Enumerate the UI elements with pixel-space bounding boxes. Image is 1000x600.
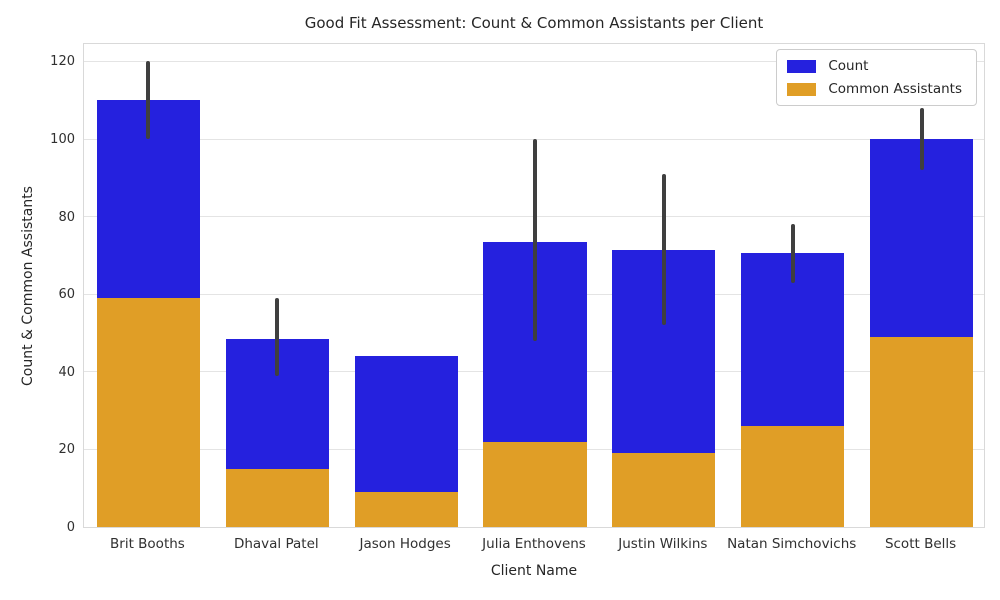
bar-common-assistants bbox=[225, 468, 329, 527]
x-axis-label: Client Name bbox=[490, 563, 578, 579]
legend-item-count: Count bbox=[787, 58, 962, 74]
y-tick-label: 100 bbox=[50, 132, 75, 147]
error-bar bbox=[661, 173, 666, 326]
y-tick-label: 80 bbox=[58, 209, 75, 225]
x-tick-label: Jason Hodges bbox=[359, 536, 451, 552]
common-assistants-legend-label: Common Assistants bbox=[828, 81, 962, 97]
error-bar bbox=[275, 298, 280, 376]
y-tick-label: 120 bbox=[50, 54, 75, 70]
common-assistants-legend-swatch bbox=[787, 82, 817, 96]
gridline bbox=[84, 60, 984, 62]
bar-common-assistants bbox=[483, 441, 587, 527]
gridline bbox=[84, 138, 984, 140]
bar-common-assistants bbox=[741, 426, 845, 527]
legend-item-common-assistants: Common Assistants bbox=[787, 81, 962, 97]
bar-common-assistants bbox=[96, 298, 200, 527]
x-tick-label: Natan Simchovichs bbox=[727, 536, 857, 552]
x-tick-label: Dhaval Patel bbox=[233, 536, 319, 552]
legend: Count Common Assistants bbox=[776, 49, 977, 106]
x-tick-label: Brit Booths bbox=[110, 536, 185, 552]
x-tick-label: Julia Enthovens bbox=[482, 536, 586, 552]
count-legend-label: Count bbox=[828, 58, 869, 74]
y-tick-label: 40 bbox=[58, 364, 75, 380]
x-tick-label: Scott Bells bbox=[884, 536, 957, 552]
count-legend-swatch bbox=[787, 59, 817, 73]
bar-common-assistants bbox=[612, 453, 716, 527]
bar-common-assistants bbox=[870, 336, 974, 527]
y-tick-label: 0 bbox=[66, 520, 75, 535]
y-tick-label: 60 bbox=[58, 287, 75, 303]
error-bar bbox=[919, 107, 924, 171]
error-bar bbox=[533, 139, 537, 341]
x-tick-label: Justin Wilkins bbox=[618, 536, 708, 552]
chart-title: Good Fit Assessment: Count & Common Assi… bbox=[304, 14, 764, 32]
error-bar bbox=[790, 224, 795, 283]
plot-area: Count Common Assistants bbox=[83, 43, 985, 528]
y-tick-label: 20 bbox=[58, 442, 75, 458]
error-bar bbox=[146, 61, 151, 139]
bar-common-assistants bbox=[354, 492, 458, 527]
